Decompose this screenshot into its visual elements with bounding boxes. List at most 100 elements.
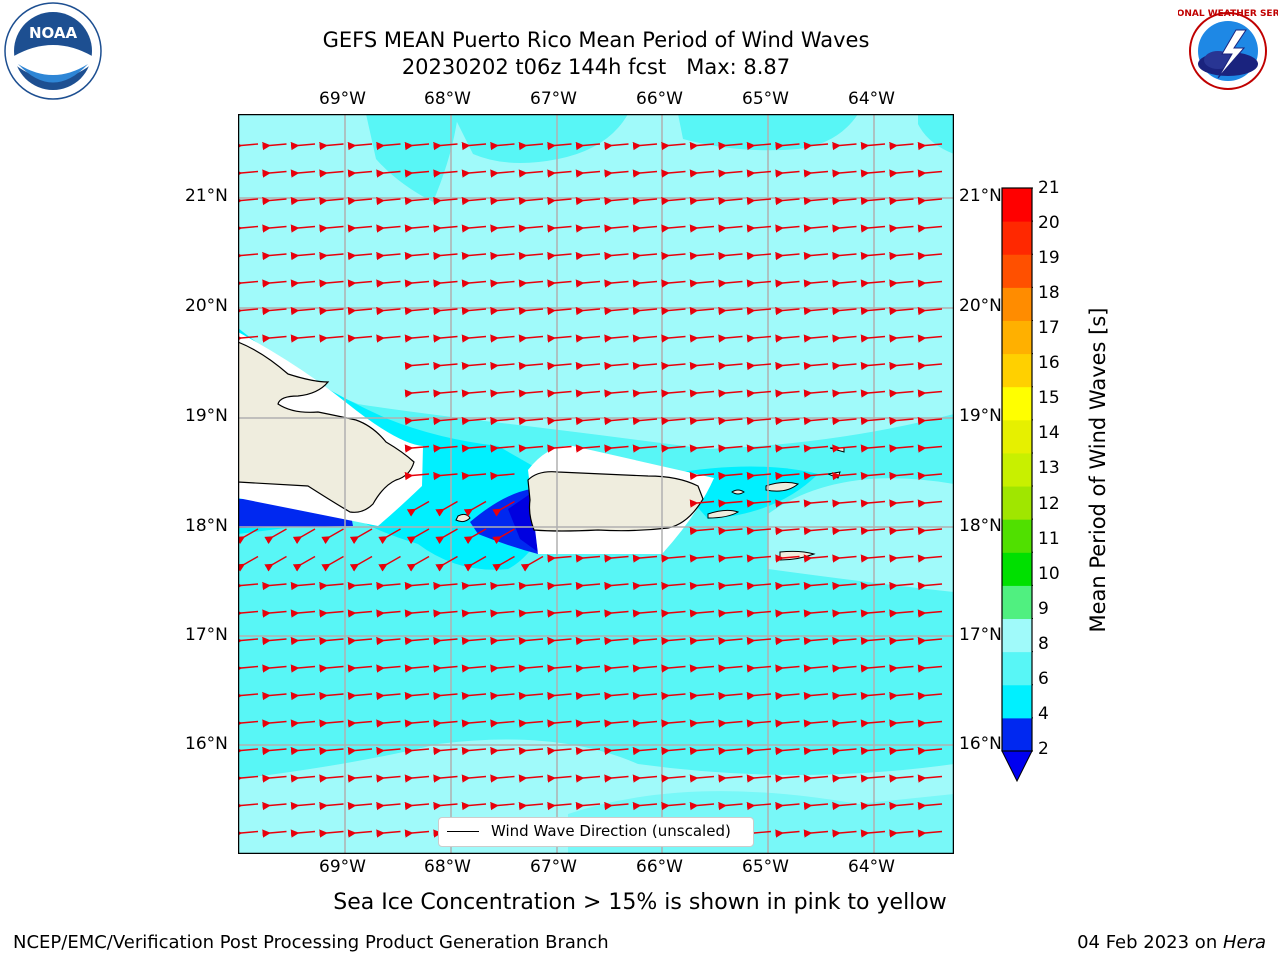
wind-wave-arrow xyxy=(803,554,829,563)
lon-label-bottom: 68°W xyxy=(424,857,471,877)
wind-wave-arrow xyxy=(632,334,658,343)
wind-wave-arrow xyxy=(490,444,515,453)
wind-wave-arrow xyxy=(376,141,401,151)
lat-label-right: 21°N xyxy=(959,186,1002,206)
wind-wave-arrow xyxy=(547,801,572,811)
wind-wave-arrow xyxy=(290,279,316,288)
wind-wave-arrow xyxy=(490,801,515,811)
wind-wave-arrow xyxy=(718,609,743,618)
colorbar-tick-label: 13 xyxy=(1038,458,1060,478)
wind-wave-arrow xyxy=(575,636,601,646)
colorbar-tick-label: 12 xyxy=(1038,494,1060,514)
wind-wave-arrow xyxy=(832,141,857,151)
wind-wave-arrow xyxy=(406,555,430,572)
wind-wave-arrow xyxy=(689,306,715,316)
wind-wave-arrow xyxy=(746,361,772,371)
wind-wave-arrow xyxy=(632,141,658,151)
wind-wave-arrow xyxy=(718,334,743,343)
wind-wave-arrow xyxy=(490,306,515,316)
wind-wave-arrow xyxy=(433,581,458,591)
wind-wave-arrow xyxy=(803,224,829,233)
lon-label-top: 66°W xyxy=(636,89,683,109)
wind-wave-arrow xyxy=(319,251,344,261)
colorbar-tick-label: 19 xyxy=(1038,248,1060,268)
wind-wave-arrow xyxy=(632,801,658,811)
wind-wave-arrow xyxy=(461,306,487,316)
wind-wave-arrow xyxy=(404,471,430,481)
wind-wave-arrow xyxy=(803,691,829,701)
wind-wave-arrow xyxy=(746,746,772,756)
wind-wave-arrow xyxy=(917,251,943,261)
wind-wave-arrow xyxy=(319,746,344,756)
wind-wave-arrow xyxy=(832,334,857,343)
wind-wave-arrow xyxy=(433,169,458,178)
wind-wave-arrow xyxy=(860,801,886,811)
wind-wave-arrow xyxy=(803,636,829,646)
wind-wave-arrow xyxy=(604,746,629,756)
wind-wave-arrow xyxy=(347,306,373,316)
wind-wave-arrow xyxy=(404,829,430,838)
wind-wave-arrow xyxy=(832,829,857,838)
wind-wave-arrow xyxy=(262,774,287,783)
wind-wave-arrow xyxy=(917,829,943,838)
wind-wave-arrow xyxy=(518,609,544,618)
wind-wave-arrow xyxy=(917,499,943,508)
wind-wave-arrow xyxy=(547,279,572,288)
colorbar-tick-label: 8 xyxy=(1038,634,1049,654)
wind-wave-arrow xyxy=(262,636,287,646)
wind-wave-arrow xyxy=(262,279,287,288)
wind-wave-arrow xyxy=(319,196,344,206)
wind-wave-arrow xyxy=(604,141,629,151)
wind-wave-arrow xyxy=(889,141,914,151)
wind-wave-arrow xyxy=(746,829,772,838)
wind-wave-arrow xyxy=(547,691,572,701)
wind-wave-arrow xyxy=(433,609,458,618)
wind-wave-arrow xyxy=(689,416,715,426)
wind-wave-arrow xyxy=(689,609,715,618)
colorbar-segment xyxy=(1002,188,1032,222)
wind-wave-arrow xyxy=(463,528,487,545)
wind-wave-arrow xyxy=(547,719,572,728)
wind-wave-arrow xyxy=(860,251,886,261)
wind-wave-arrow xyxy=(917,389,943,398)
wind-wave-arrow xyxy=(490,746,515,756)
colorbar-segment xyxy=(1002,618,1032,653)
lat-label-right: 19°N xyxy=(959,406,1002,426)
wind-wave-arrow xyxy=(604,581,629,591)
wind-wave-arrow xyxy=(775,306,800,316)
colorbar-segment xyxy=(1002,386,1032,421)
wind-wave-arrow xyxy=(461,664,487,673)
wind-wave-arrow xyxy=(860,334,886,343)
wind-wave-arrow xyxy=(262,224,287,233)
wind-wave-arrow xyxy=(321,528,344,545)
wind-wave-arrow xyxy=(319,334,344,343)
wind-wave-arrow xyxy=(860,196,886,206)
colorbar-segment xyxy=(1002,452,1032,487)
wind-wave-arrow xyxy=(461,169,487,178)
wind-wave-arrow xyxy=(775,196,800,206)
wind-wave-arrow xyxy=(376,664,401,673)
wind-wave-arrow xyxy=(435,528,458,545)
wind-wave-arrow xyxy=(461,389,487,398)
wind-wave-arrow xyxy=(803,499,829,508)
wind-wave-arrow xyxy=(604,444,629,453)
wind-wave-arrow xyxy=(632,636,658,646)
footer-credit: NCEP/EMC/Verification Post Processing Pr… xyxy=(13,932,609,953)
wind-wave-arrow xyxy=(832,389,857,398)
wind-wave-arrow xyxy=(347,279,373,288)
wind-wave-arrow xyxy=(604,306,629,316)
wind-wave-arrow xyxy=(718,141,743,151)
wind-wave-arrow xyxy=(917,444,943,453)
wind-wave-arrow xyxy=(376,334,401,343)
wind-wave-arrow xyxy=(604,389,629,398)
wind-wave-arrow xyxy=(746,444,772,453)
wind-wave-arrow xyxy=(917,609,943,618)
wind-wave-arrow xyxy=(290,141,316,151)
wind-wave-arrow xyxy=(604,224,629,233)
wind-wave-arrow xyxy=(547,664,572,673)
wind-wave-arrow xyxy=(404,664,430,673)
footer-date-text: 04 Feb 2023 on xyxy=(1077,932,1223,953)
wind-wave-arrow xyxy=(661,389,686,398)
wind-wave-arrow xyxy=(404,719,430,728)
wind-wave-arrow xyxy=(889,719,914,728)
